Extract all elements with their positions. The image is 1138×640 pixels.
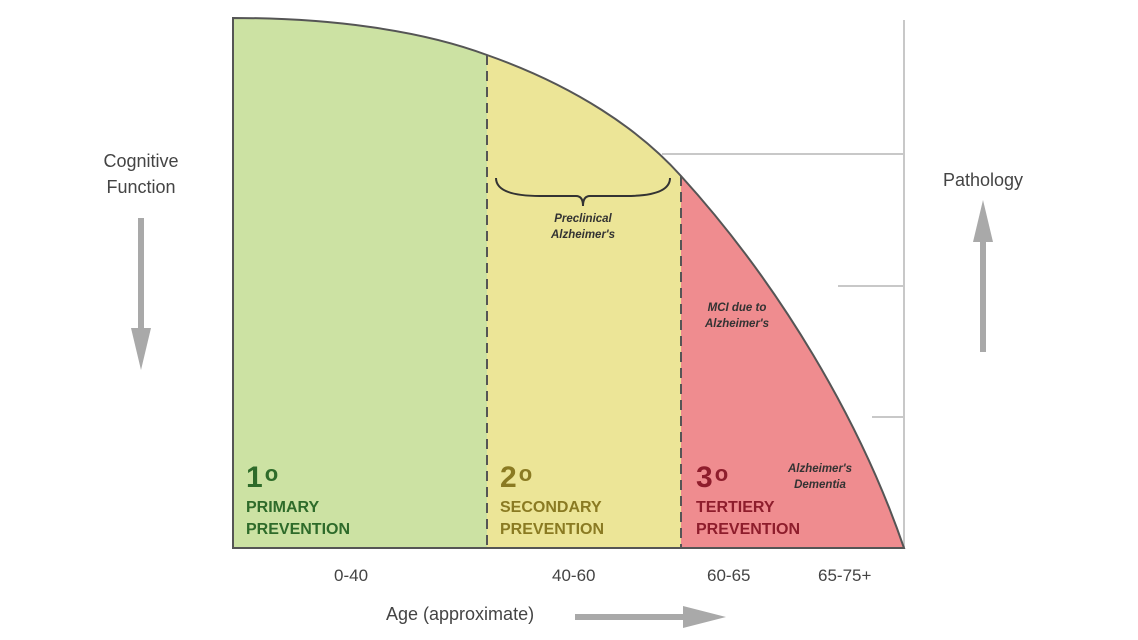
tertiary-prevention-label: TERTIERY PREVENTION <box>696 497 896 541</box>
stage-title-line2: PREVENTION <box>246 521 351 538</box>
up-arrow-icon <box>973 200 993 352</box>
stage-number-digit: 2 <box>500 461 517 494</box>
stage-title-line2: PREVENTION <box>500 521 605 538</box>
note-line2: Alzheimer's <box>704 318 770 330</box>
degree-mark: o <box>518 461 533 486</box>
age-range-label: 40-60 <box>552 566 596 585</box>
stage-number-digit: 3 <box>696 461 713 494</box>
preclinical-brace <box>495 177 671 207</box>
note-line2: Alzheimer's <box>550 229 616 241</box>
cognitive-function-curve <box>232 16 906 549</box>
degree-mark: o <box>264 461 279 486</box>
alzheimers-dementia-note: Alzheimer's Dementia <box>770 461 870 493</box>
note-line1: Preclinical <box>554 213 612 225</box>
note-line1: Alzheimer's <box>787 463 853 475</box>
tertiary-prevention-region <box>681 176 904 548</box>
age-range-label: 0-40 <box>334 566 369 585</box>
secondary-stage-number: 2o <box>500 458 532 494</box>
pathology-label: Pathology <box>942 170 1024 190</box>
right-arrow-icon <box>575 606 726 628</box>
mci-alzheimers-note: MCI due to Alzheimer's <box>684 300 790 332</box>
secondary-prevention-label: SECONDARY PREVENTION <box>500 497 700 541</box>
preclinical-alzheimers-note: Preclinical Alzheimer's <box>523 211 643 243</box>
stage-title-line1: TERTIERY <box>696 499 775 516</box>
age-range-label: 65-75+ <box>818 566 872 585</box>
note-line2: Dementia <box>794 479 846 491</box>
cognitive-function-label: Cognitive Function <box>86 148 196 200</box>
tertiary-stage-number: 3o <box>696 458 728 494</box>
cognitive-function-line2: Function <box>106 177 176 197</box>
secondary-prevention-region <box>487 55 681 548</box>
stage-title-line1: SECONDARY <box>500 499 602 516</box>
primary-prevention-region <box>233 18 487 548</box>
note-line1: MCI due to <box>707 302 767 314</box>
cognitive-function-line1: Cognitive <box>103 151 179 171</box>
primary-prevention-label: PRIMARY PREVENTION <box>246 497 446 541</box>
degree-mark: o <box>714 461 729 486</box>
age-range-label: 60-65 <box>707 566 751 585</box>
stage-number-digit: 1 <box>246 461 263 494</box>
primary-stage-number: 1o <box>246 458 278 494</box>
age-axis-label: Age (approximate) <box>386 604 535 624</box>
stage-title-line2: PREVENTION <box>696 521 801 538</box>
stage-title-line1: PRIMARY <box>246 499 320 516</box>
down-arrow-icon <box>131 218 151 370</box>
